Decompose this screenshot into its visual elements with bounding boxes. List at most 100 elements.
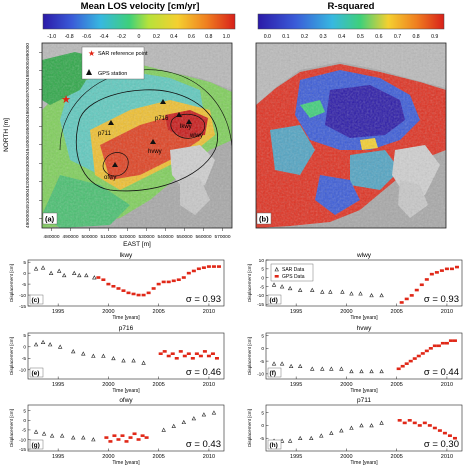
- station-p711-marker: [108, 120, 114, 125]
- map-b-frame: [255, 42, 447, 229]
- sar-data-point: [310, 287, 315, 292]
- sar-data-point: [33, 266, 39, 271]
- gps-data-point: [428, 347, 433, 350]
- gps-data-point: [121, 289, 126, 292]
- gps-data-point: [432, 426, 437, 430]
- gps-data-point: [414, 288, 419, 292]
- map-a-xtick-label: 570000: [214, 234, 230, 240]
- panel-b: R-squared 0.0 0.1 0.2 0.3 0.4 0.5 0.6 0.7 0.8 0.9…: [255, 1, 447, 229]
- colorbar-tick-label: 0: [138, 34, 141, 40]
- timeseries-ylabel: Displacement [cm]: [9, 337, 14, 375]
- legend-gps-marker: [274, 275, 279, 278]
- timeseries-ytick-label: -5: [22, 428, 27, 434]
- colorbar-b-ticks: 0.0 0.1 0.2 0.3 0.4 0.5 0.6 0.7 0.8 0.9: [264, 34, 439, 40]
- timeseries-ytick-label: -10: [19, 437, 26, 443]
- timeseries-ytick-label: 5: [261, 333, 264, 339]
- sar-data-point: [359, 423, 364, 428]
- timeseries-xlabel: Time [years]: [350, 388, 378, 394]
- sar-data-point: [339, 366, 344, 371]
- timeseries-xtick-label: 2010: [441, 309, 453, 315]
- gps-data-point: [132, 432, 137, 436]
- gps-data-point: [444, 267, 449, 271]
- map-a-xtick-label: 520000: [119, 234, 135, 240]
- gps-data-point: [424, 278, 429, 281]
- sar-data-point: [40, 265, 46, 270]
- sar-data-point: [57, 344, 63, 349]
- timeseries-ylabel: Displacement [cm]: [247, 264, 252, 302]
- timeseries-xtick-label: 2005: [391, 382, 403, 388]
- sar-data-point: [59, 433, 65, 438]
- sar-data-point: [379, 293, 384, 298]
- timeseries-xtick-label: 2000: [102, 382, 114, 388]
- timeseries-xlabel: Time [years]: [350, 315, 378, 321]
- gps-data-point: [429, 272, 434, 276]
- gps-data-point: [141, 293, 146, 297]
- sar-data-point: [369, 368, 374, 374]
- sar-data-point: [71, 349, 76, 354]
- sar-data-point: [41, 431, 47, 436]
- timeseries-ytick-label: 0: [261, 346, 264, 352]
- colorbar-tick-label: 0.3: [319, 34, 326, 40]
- gps-data-point: [136, 438, 141, 441]
- timeseries-ytick-label: 5: [23, 409, 26, 415]
- timeseries-ytick-label: 5: [261, 267, 264, 273]
- gps-data-point: [176, 278, 181, 282]
- sigma-label: σ = 0.93: [424, 294, 459, 305]
- timeseries-ytick-label: -5: [22, 282, 27, 288]
- timeseries-xtick-label: 1995: [52, 309, 64, 315]
- timeseries-xtick-label: 2005: [153, 454, 165, 460]
- gps-data-point: [422, 421, 427, 425]
- station-ofwy-label: ofwy: [104, 175, 116, 181]
- gps-data-point: [210, 352, 215, 355]
- sar-data-point: [40, 339, 46, 345]
- gps-data-point: [140, 434, 145, 437]
- sar-data-point: [111, 355, 116, 361]
- station-p716-marker: [160, 99, 166, 104]
- timeseries-title: p711: [357, 397, 371, 404]
- gps-data-point: [186, 352, 191, 355]
- gps-data-point: [417, 424, 422, 427]
- timeseries-xtick-label: 2000: [102, 454, 114, 460]
- sar-data-point: [33, 429, 39, 434]
- gps-data-point: [126, 291, 131, 295]
- sar-data-point: [320, 289, 325, 294]
- map-a-image: [42, 43, 232, 228]
- legend-gps-label: GPS Data: [282, 274, 305, 280]
- timeseries-ytick-label: 5: [23, 333, 26, 339]
- sar-data-point: [191, 416, 197, 421]
- gps-data-point: [151, 287, 156, 290]
- map-a-ylabel: NORTH [m]: [3, 118, 10, 152]
- sar-data-point: [359, 368, 364, 374]
- timeseries-ytick-label: 0: [23, 418, 26, 424]
- gps-data-point: [402, 421, 407, 425]
- panel-label-a: (a): [45, 215, 55, 224]
- sar-data-point: [279, 438, 285, 443]
- gps-data-point: [156, 282, 161, 286]
- gps-data-point: [194, 352, 199, 355]
- timeseries-frame: [265, 332, 463, 380]
- gps-data-point: [101, 278, 106, 282]
- sigma-label: σ = 0.46: [186, 367, 221, 378]
- gps-data-point: [196, 267, 201, 271]
- sar-data-point: [47, 342, 53, 347]
- sar-data-point: [49, 433, 55, 438]
- colorbar-tick-label: 0.0: [264, 34, 271, 40]
- timeseries-xtick-label: 2000: [340, 309, 352, 315]
- sigma-label: σ = 0.43: [186, 439, 221, 450]
- timeseries-ytick-label: -15: [257, 302, 264, 308]
- gps-data-point: [170, 352, 175, 355]
- timeseries-title: hvwy: [357, 325, 373, 332]
- legend-sar-ref-label: SAR reference point: [98, 51, 148, 57]
- timeseries-panel-label-box: [29, 294, 44, 305]
- timeseries-ylabel: Displacement [cm]: [9, 409, 14, 447]
- timeseries-title: wlwy: [356, 252, 372, 259]
- sar-data-point: [161, 427, 166, 432]
- sar-data-point: [287, 438, 293, 443]
- gps-data-point: [419, 283, 424, 287]
- timeseries-ylabel: Displacement [cm]: [247, 409, 252, 447]
- timeseries-xtick-label: 2005: [391, 309, 403, 315]
- sar-data-point: [181, 419, 186, 425]
- sar-data-point: [329, 366, 334, 371]
- gps-data-point: [416, 354, 421, 358]
- timeseries-xtick-label: 2010: [203, 382, 215, 388]
